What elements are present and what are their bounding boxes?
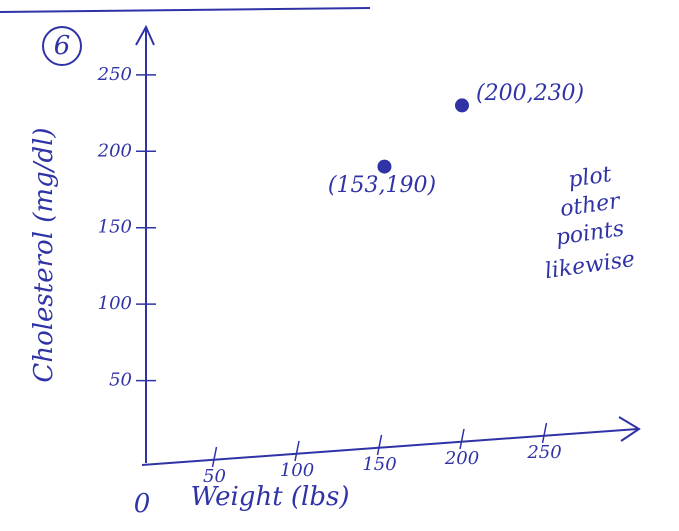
annotation: likewise bbox=[543, 247, 636, 284]
chart: 6 0 Weight (lbs) Cholesterol (mg/dl) 501… bbox=[0, 0, 679, 531]
x-tick bbox=[213, 447, 217, 467]
y-axis-label: Cholesterol (mg/dl) bbox=[29, 127, 59, 382]
point bbox=[377, 160, 391, 174]
y-tick-label: 250 bbox=[97, 64, 132, 85]
x-tick bbox=[460, 429, 464, 449]
annotation: plot bbox=[567, 162, 613, 193]
x-tick bbox=[295, 441, 299, 461]
annotation: (153,190) bbox=[328, 173, 436, 198]
x-tick-label: 100 bbox=[280, 460, 314, 481]
y-tick-label: 200 bbox=[97, 140, 132, 161]
x-tick-label: 150 bbox=[362, 454, 396, 475]
point bbox=[455, 98, 469, 112]
chart-title: 6 bbox=[54, 31, 71, 61]
x-tick-label: 250 bbox=[526, 442, 561, 463]
x-tick-label: 50 bbox=[203, 466, 226, 487]
x-tick bbox=[378, 435, 382, 455]
page-edge-line bbox=[0, 8, 370, 12]
y-tick-label: 100 bbox=[98, 293, 132, 314]
y-tick-label: 150 bbox=[98, 217, 132, 238]
annotation: (200,230) bbox=[476, 81, 584, 106]
origin-label: 0 bbox=[134, 489, 151, 519]
x-tick bbox=[543, 423, 547, 443]
x-tick-label: 200 bbox=[444, 448, 479, 469]
y-tick-label: 50 bbox=[109, 370, 132, 391]
